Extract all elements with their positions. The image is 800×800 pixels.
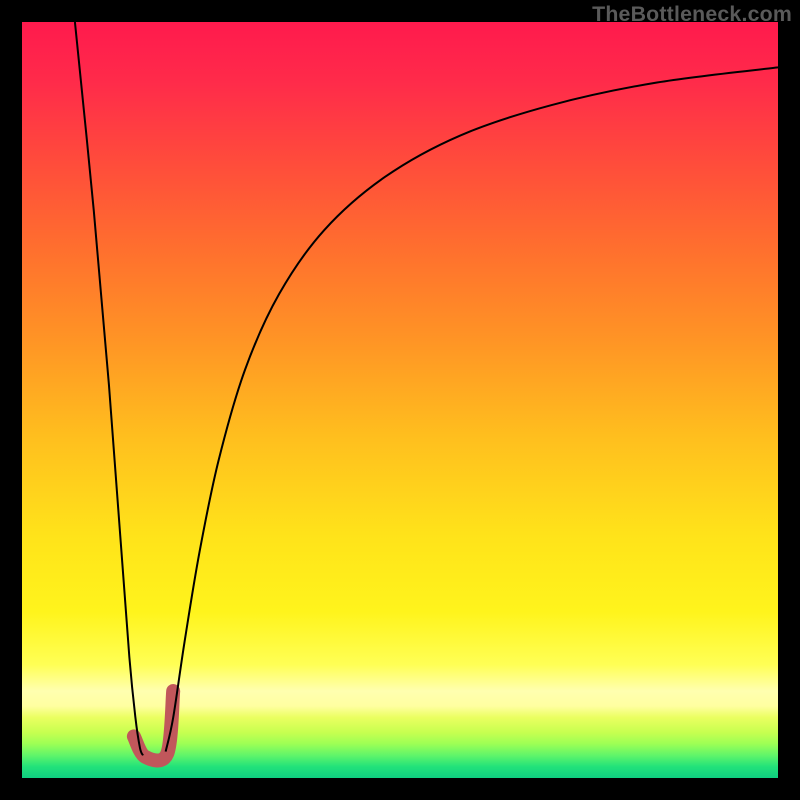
plot-area — [22, 22, 778, 778]
plot-svg — [22, 22, 778, 778]
gradient-background — [22, 22, 778, 778]
chart-frame: TheBottleneck.com — [0, 0, 800, 800]
